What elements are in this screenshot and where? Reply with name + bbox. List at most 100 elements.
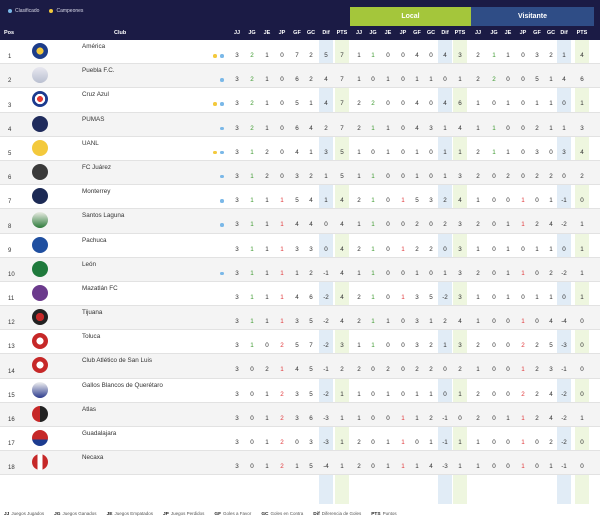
table-row[interactable]: 8 Santos Laguna 3 1 1 1 4 4 0 4 1 1 0 0 2 0 2 3 2 0 1 1 2 4 -2 1: [0, 209, 600, 234]
club-name[interactable]: Tijuana: [82, 309, 103, 317]
overall-jp-cell: 0: [280, 124, 284, 132]
local-gc-cell: 0: [429, 172, 433, 180]
local-jg-cell: 1: [371, 124, 375, 132]
america-logo: [32, 43, 48, 59]
table-row[interactable]: 7 Monterrey 3 1 1 1 5 4 1 4 2 1 0 1 5 3 2 4 1 0 0 1 0 1 -1 0: [0, 185, 600, 210]
local-gc-cell: 1: [429, 318, 433, 326]
overall-jp-cell: 1: [280, 221, 284, 229]
visitor-jg-cell: 2: [492, 76, 496, 84]
visitor-gc-cell: 2: [549, 52, 553, 59]
table-row[interactable]: 12 Tijuana 3 1 1 1 3 5 -2 4 2 1 1 0 3 1 2 4 1 0 0 1 0 4 -4 0: [0, 306, 600, 331]
local-gf-cell: 3: [415, 342, 419, 350]
local-pts-cell: 3: [458, 52, 462, 59]
overall-jp-cell: 1: [280, 318, 284, 326]
local-jj-cell: 2: [357, 439, 361, 446]
table-row[interactable]: 4 PUMAS 3 2 1 0 6 4 2 7 2 1 1 0 4 3 1 4 1 1 0 0 2 1 1 3: [0, 112, 600, 137]
visitor-pts-cell: 0: [580, 463, 584, 471]
necaxa-logo: [32, 454, 48, 471]
overall-gf-cell: 5: [295, 342, 299, 350]
visitor-jg-cell: 1: [492, 124, 496, 132]
champions-dot-icon: [213, 102, 217, 106]
visitor-je-cell: 1: [506, 269, 510, 277]
local-jg-cell: 1: [371, 318, 375, 326]
local-gf-cell: 1: [415, 463, 419, 471]
visitor-gc-cell: 0: [549, 148, 553, 156]
overall-jj-cell: 3: [235, 390, 239, 398]
overall-jg-cell: 0: [250, 439, 254, 446]
table-row[interactable]: 9 Pachuca 3 1 1 1 3 3 0 4 2 1 0 1 2 2 0 3 1 0 1 0 1 1 0 1: [0, 234, 600, 258]
overall-gc-cell: 5: [309, 390, 313, 398]
club-name[interactable]: Cruz Azul: [82, 91, 109, 99]
table-row[interactable]: 11 Mazatlán FC 3 1 1 1 4 6 -2 4 2 1 0 1 3 5 -2 3 1 0 1 0 1 1 0 1: [0, 282, 600, 307]
header-local-jg: JG: [369, 30, 377, 36]
position: 15: [8, 392, 15, 399]
visitor-jp-cell: 0: [521, 245, 525, 253]
table-row[interactable]: 13 Toluca 3 1 0 2 5 7 -2 3 1 1 0 0 3 2 1 3 2 0 0 2 2 5 -3 0: [0, 330, 600, 355]
club-name[interactable]: FC Juárez: [82, 163, 112, 171]
table-row[interactable]: 16 Atlas 3 0 1 2 3 6 -3 1 1 0 0 1 1 2 -1 0 2 0 1 1 2 4 -2 1: [0, 402, 600, 427]
club-name[interactable]: Club Atlético de San Luis: [82, 357, 153, 365]
overall-dif-cell: 1: [324, 172, 328, 180]
visitor-gf-cell: 3: [535, 148, 539, 156]
club-name[interactable]: América: [82, 43, 106, 50]
table-row[interactable]: 18 Necaxa 3 0 1 2 1 5 -4 1 2 0 1 1 1 4 -3 1 1 0 0 1 0 1 -1 0: [0, 451, 600, 476]
club-name[interactable]: PUMAS: [82, 115, 105, 123]
club-name[interactable]: UANL: [82, 139, 99, 147]
club-name[interactable]: Mazatlán FC: [82, 284, 118, 292]
table-row[interactable]: 14 Club Atlético de San Luis 3 0 2 1 4 5 -1 2 2 0 2 0…: [0, 354, 600, 379]
local-gf-cell: 3: [415, 293, 419, 301]
footer-item: JP Juegos Perdidos: [163, 511, 204, 517]
overall-dif-cell: -3: [323, 414, 329, 422]
visitor-jj-cell: 2: [476, 172, 480, 180]
visitor-jj-cell: 1: [476, 124, 480, 132]
table-row[interactable]: 2 Puebla F.C. 3 2 1 0 6 2 4 7 1 0 1 0 1 1 0 1 2 2 0 0 5 1 4 6: [0, 64, 600, 89]
visitor-dif-cell: -2: [561, 439, 567, 446]
club-name[interactable]: León: [82, 260, 97, 268]
local-je-cell: 0: [386, 414, 390, 422]
local-jp-cell: 0: [401, 148, 405, 156]
visitor-jp-cell: 0: [521, 124, 525, 132]
club-name[interactable]: Puebla F.C.: [82, 67, 115, 75]
table-row[interactable]: 6 FC Juárez 3 1 2 0 3 2 1 5 1 1 0 0 1 0 1 3 2 0 2 0 2 2 0 2: [0, 160, 600, 186]
club-name[interactable]: Guadalajara: [82, 430, 117, 437]
visitor-gc-cell: 4: [549, 414, 553, 422]
header-overall-jj: JJ: [233, 30, 241, 36]
local-gf-cell: 2: [415, 245, 419, 253]
local-jj-cell: 2: [357, 318, 361, 326]
table-row[interactable]: 10 León 3 1 1 1 1 2 -1 4 1 1 0 0 1 0 1 3 2 0 1 1 0 2 -2 1: [0, 257, 600, 282]
visitor-jp-cell: 1: [521, 197, 525, 205]
club-name[interactable]: Pachuca: [82, 236, 107, 244]
visitor-je-cell: 1: [506, 245, 510, 253]
table-row[interactable]: 17 Guadalajara 3 0 1 2 0 3 -3 1 2 0 1 1 0 1 -1 1 1 0 0 1 0 2 -2 0: [0, 427, 600, 452]
table-row[interactable]: 5 UANL 3 1 2 0 4 1 3 5 1 0 1 0 1 0 1 1 2 1 1 0 3 0 3 4: [0, 137, 600, 161]
club-name[interactable]: Gallos Blancos de Querétaro: [82, 381, 163, 389]
visitor-jp-cell: 1: [521, 414, 525, 422]
header-overall-gc: GC: [306, 30, 316, 36]
overall-gc-cell: 7: [309, 342, 313, 350]
position: 3: [8, 102, 12, 109]
local-jp-cell: 0: [401, 342, 405, 350]
header-visitor-gc: GC: [546, 30, 556, 36]
overall-dif-cell: -4: [323, 463, 329, 471]
visitor-dif-cell: -1: [561, 366, 567, 374]
overall-jg-cell: 2: [250, 100, 254, 108]
club-name[interactable]: Atlas: [82, 405, 96, 413]
overall-gc-cell: 1: [309, 100, 313, 108]
visitor-je-cell: 1: [506, 414, 510, 422]
table-row[interactable]: 1 América 3 2 1 0 7 2 5 7 1 1 0 0 4 0 4 3 2 1 1 0 3 2 1 4: [0, 40, 600, 65]
club-name[interactable]: Toluca: [82, 333, 101, 341]
overall-jp-cell: 0: [280, 148, 284, 156]
position: 2: [8, 78, 12, 85]
club-name[interactable]: Monterrey: [82, 188, 111, 196]
club-name[interactable]: Necaxa: [82, 454, 104, 462]
overall-jg-cell: 1: [250, 172, 254, 180]
visitor-je-cell: 1: [506, 52, 510, 59]
overall-pts-cell: 4: [340, 221, 344, 229]
overall-jj-cell: 3: [235, 439, 239, 446]
visitor-gf-cell: 3: [535, 52, 539, 59]
table-row[interactable]: 3 Cruz Azul 3 2 1 0 5 1 4 7 2 2 0 0 4 0 4 6 1 0 1 0 1 1 0 1: [0, 88, 600, 113]
local-je-cell: 1: [386, 318, 390, 326]
table-row[interactable]: 15 Gallos Blancos de Querétaro 3 0 1 2 3 5 -2 1 1 0…: [0, 379, 600, 403]
club-name[interactable]: Santos Laguna: [82, 212, 125, 220]
overall-jj-cell: 3: [235, 124, 239, 132]
